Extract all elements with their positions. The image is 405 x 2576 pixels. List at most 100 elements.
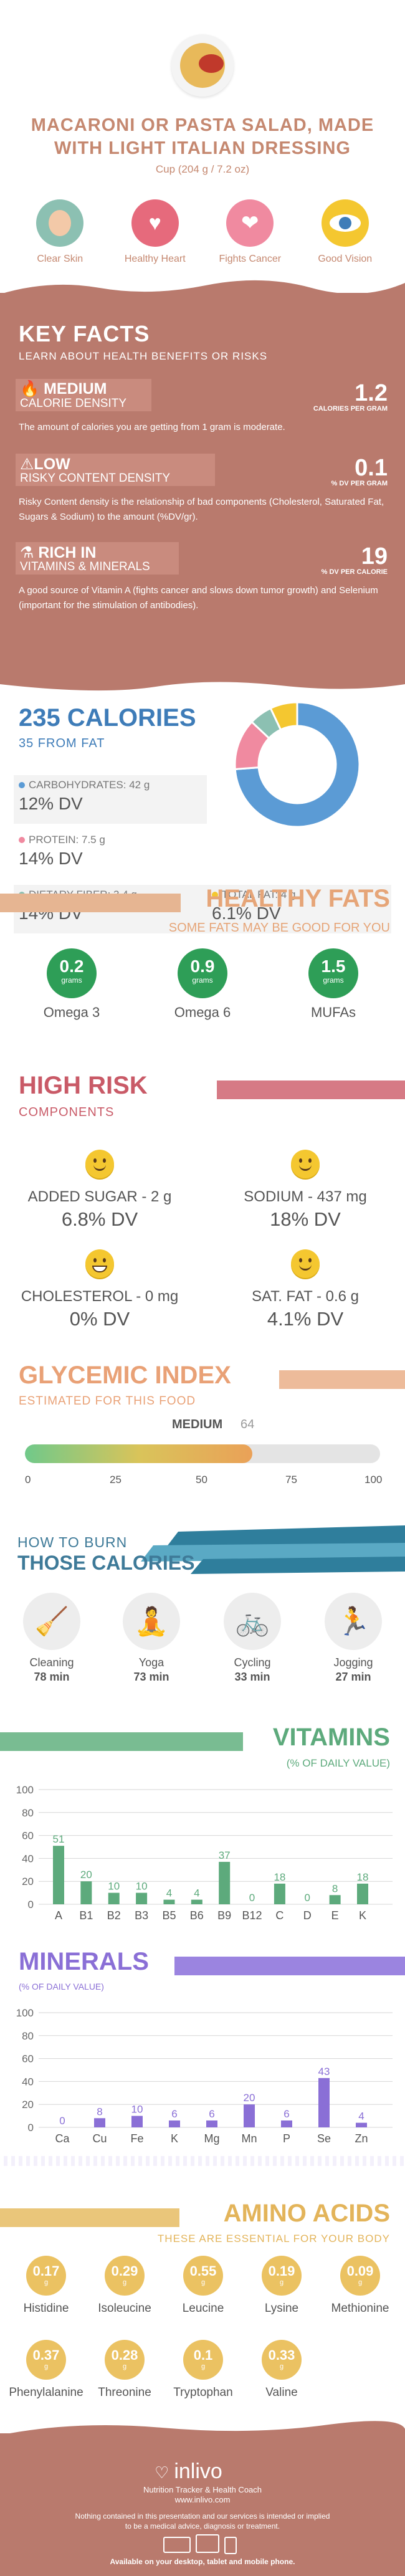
glycemic-tick: 100 [364, 1474, 383, 1486]
bar [136, 1892, 148, 1904]
bar [356, 2122, 367, 2127]
bar-value-label: 0 [249, 1892, 255, 1904]
bar-value-label: 8 [97, 2106, 102, 2117]
x-tick-label: E [331, 1909, 339, 1922]
activity-jogging: 🏃 Jogging 27 min [307, 1593, 400, 1684]
glycemic-meter-fill [25, 1444, 252, 1463]
x-tick-label: B12 [242, 1909, 262, 1922]
x-tick-label: B6 [190, 1909, 204, 1922]
activity-yoga: 🧘 Yoga 73 min [105, 1593, 198, 1684]
bar-value-label: 51 [53, 1833, 65, 1845]
bar-value-label: 6 [284, 2108, 289, 2120]
footer-disclaimer: Nothing contained in this presentation a… [75, 2512, 330, 2531]
glycemic-tick: 50 [196, 1474, 207, 1486]
fat-mufas: 1.5 grams MUFAs [287, 948, 380, 1021]
bar-value-label: 4 [194, 1887, 199, 1899]
x-tick-label: Ca [55, 2132, 70, 2145]
nutrient-total-fat: TOTAL FAT: 4 g 6.1% DV [212, 889, 296, 923]
x-tick-label: C [275, 1909, 284, 1922]
smiley-icon [85, 1150, 114, 1178]
pasta-plate-icon [171, 34, 234, 97]
ribbon-icon: ❤ [226, 199, 274, 247]
glycemic-meter [25, 1444, 380, 1463]
heart-icon: ♡ [155, 2463, 169, 2482]
benefit-fights-cancer: ❤ Fights Cancer [212, 199, 287, 265]
x-tick-label: K [171, 2132, 178, 2145]
key-facts-subtitle: LEARN ABOUT HEALTH BENEFITS OR RISKS [19, 350, 268, 362]
healthy-fats-subtitle: SOME FATS MAY BE GOOD FOR YOU [168, 921, 390, 935]
heart-pulse-icon: ♥ [131, 199, 179, 247]
bar [357, 1883, 368, 1904]
yoga-icon: 🧘 [123, 1593, 180, 1650]
minerals-bar-chart: 0 20 40 60 80 100 0 Ca 8 Cu 10 Fe 6 K 6 Mg 20 Mn 6 P 43 Se 4 Zn [16, 2007, 393, 2145]
flame-icon: 🔥 [20, 380, 40, 398]
amino-leucine: 0.55 g Leucine [164, 2256, 242, 2316]
healthy-fats-band [0, 894, 181, 912]
amino-title: AMINO ACIDS [223, 2200, 390, 2227]
amino-band [0, 2208, 179, 2227]
vitamins-band [0, 1732, 243, 1751]
bar-value-label: 18 [274, 1871, 285, 1883]
broom-icon: 🧹 [23, 1593, 80, 1650]
vitamins-subtitle: (% OF DAILY VALUE) [286, 1757, 390, 1769]
bar-value-label: 10 [131, 2104, 143, 2116]
amino-phenylalanine: 0.37 g Phenylalanine [7, 2340, 85, 2400]
burn-title: THOSE CALORIES [17, 1552, 195, 1574]
bar [53, 1846, 64, 1904]
bar-value-label: 6 [171, 2108, 177, 2120]
donut-slice [234, 701, 361, 828]
glycemic-tick: 25 [110, 1474, 122, 1486]
inlivo-logo[interactable]: ♡ inlivo [155, 2459, 222, 2483]
x-tick-label: Mn [241, 2132, 257, 2145]
footer: ♡ inlivo Nutrition Tracker & Health Coach… [0, 2433, 405, 2576]
healthy-fats-title: HEALTHY FATS [206, 885, 390, 912]
risk-sodium: SODIUM - 437 mg 18% DV [212, 1150, 399, 1231]
footer-tagline: Nutrition Tracker & Health Coach [143, 2485, 262, 2494]
y-tick-label: 40 [22, 1853, 34, 1864]
bar [274, 1883, 285, 1904]
footer-url[interactable]: www.inlivo.com [174, 2495, 231, 2504]
bar [80, 1881, 92, 1904]
amino-methionine: 0.09 g Methionine [322, 2256, 399, 2316]
benefit-list: Clear Skin ♥ Healthy Heart ❤ Fights Canc… [12, 199, 393, 265]
minerals-title: MINERALS [19, 1948, 149, 1975]
food-title: MACARONI OR PASTA SALAD, MADE WITH LIGHT… [31, 115, 374, 158]
serving-size: Cup (204 g / 7.2 oz) [155, 163, 250, 175]
x-tick-label: Zn [355, 2132, 368, 2145]
high-risk-band [217, 1080, 405, 1099]
smiley-icon [291, 1150, 320, 1178]
x-tick-label: B1 [79, 1909, 93, 1922]
bar-value-label: 18 [357, 1871, 369, 1883]
calories-subtitle: 35 FROM FAT [19, 737, 105, 750]
bar-value-label: 20 [80, 1869, 92, 1881]
x-tick-label: K [359, 1909, 366, 1922]
runner-icon: 🏃 [325, 1593, 382, 1650]
fat-omega-3: 0.2 grams Omega 3 [25, 948, 118, 1021]
activity-cycling: 🚲 Cycling 33 min [206, 1593, 299, 1684]
x-tick-label: Cu [92, 2132, 107, 2145]
bar-value-label: 8 [332, 1882, 338, 1894]
high-risk-subtitle: COMPONENTS [19, 1105, 115, 1119]
glycemic-tick: 0 [25, 1474, 31, 1486]
x-tick-label: B2 [107, 1909, 121, 1922]
y-tick-label: 100 [16, 2007, 34, 2019]
y-tick-label: 20 [22, 1876, 34, 1887]
bar [318, 2077, 330, 2127]
calorie-donut-chart [234, 701, 361, 828]
glycemic-subtitle: ESTIMATED FOR THIS FOOD [19, 1395, 196, 1408]
bar-value-label: 10 [108, 1881, 120, 1892]
smiley-icon [291, 1249, 320, 1278]
bar [163, 1899, 175, 1904]
bar-value-label: 37 [219, 1849, 231, 1861]
amino-isoleucine: 0.29 g Isoleucine [86, 2256, 163, 2316]
burn-ribbon-decoration [141, 1525, 405, 1574]
bar [219, 1861, 231, 1904]
bar [131, 2116, 143, 2127]
x-tick-label: Se [317, 2132, 331, 2145]
bar-value-label: 0 [305, 1892, 310, 1904]
y-tick-label: 60 [22, 2053, 34, 2065]
bar-value-label: 6 [209, 2108, 214, 2120]
bar-value-label: 4 [358, 2111, 364, 2122]
bar [108, 1892, 120, 1904]
x-tick-label: B3 [135, 1909, 148, 1922]
